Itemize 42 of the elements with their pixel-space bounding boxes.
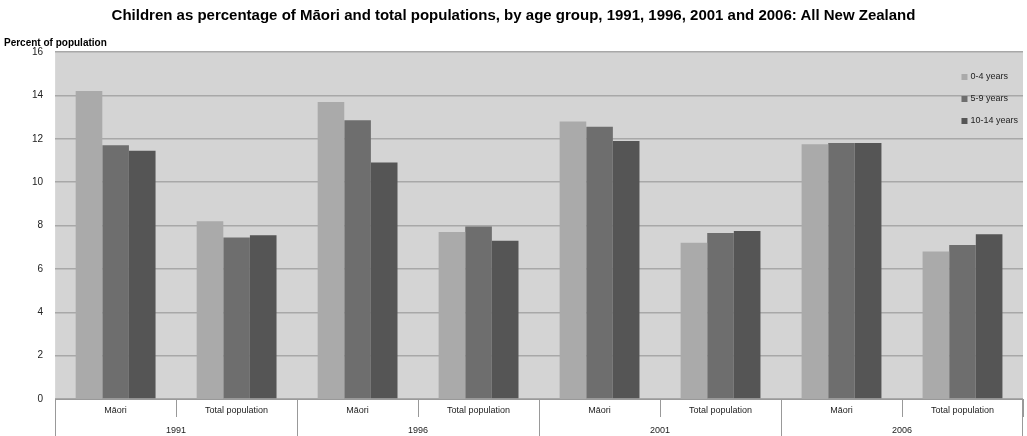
x-tick-label: Total population (689, 404, 753, 415)
x-tick-label: Māori (588, 404, 611, 415)
bar (465, 226, 492, 399)
text: 2006 (892, 424, 913, 435)
bar (102, 145, 129, 399)
bar (854, 143, 882, 399)
legend-label: 5-9 years (970, 93, 1009, 104)
bar (249, 235, 277, 399)
bar (733, 230, 761, 399)
x-tick-label: Total population (930, 404, 995, 415)
legend-label: 10-14 years (970, 115, 1019, 126)
x-tick-label: Māori (104, 404, 127, 415)
chart-title: Children as percentage of Māori and total populations, by age group, 1991, 1996, 2001 and 2006: All New Zealand (111, 5, 916, 23)
x-tick-label: Māori (346, 404, 369, 415)
text: 2001 (650, 424, 671, 435)
bar (828, 143, 855, 399)
y-tick-label: 0 (37, 392, 44, 404)
y-tick-label: 4 (37, 306, 44, 317)
bar (586, 126, 613, 399)
legend-label: 0-4 years (970, 71, 1009, 82)
bar (128, 150, 156, 399)
y-tick-label: 2 (37, 349, 44, 361)
bar (223, 237, 250, 399)
y-tick-label: 16 (32, 45, 44, 57)
bar (612, 140, 640, 399)
bar (975, 234, 1003, 399)
x-tick-label: Total population (447, 404, 511, 415)
y-tick-label: 6 (37, 262, 44, 274)
y-tick-label: 10 (32, 175, 44, 187)
text: 1991 (166, 424, 187, 435)
y-tick-label: 12 (32, 132, 44, 144)
bar (949, 245, 976, 399)
y-axis-title: Percent of population (4, 36, 107, 48)
y-tick-label: 8 (37, 219, 44, 231)
y-tick-label: 14 (32, 89, 44, 101)
x-tick-label: Total population (205, 404, 269, 415)
bar (491, 240, 519, 399)
text: 1996 (408, 424, 429, 435)
bar (707, 233, 734, 399)
bar (344, 120, 371, 399)
x-tick-label: Māori (830, 404, 853, 415)
bar (370, 162, 398, 399)
